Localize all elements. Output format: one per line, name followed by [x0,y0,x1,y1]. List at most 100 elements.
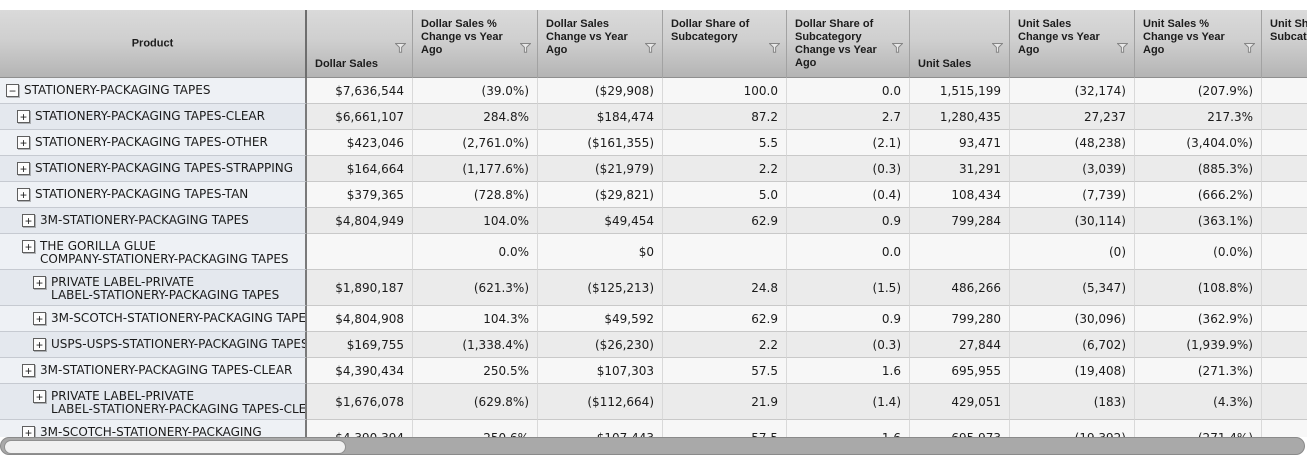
expand-toggle-icon[interactable]: + [33,312,46,325]
filter-icon[interactable] [768,40,781,53]
product-name: USPS-USPS-STATIONERY-PACKAGING TAPES [51,337,307,351]
table-row[interactable]: + STATIONERY-PACKAGING TAPES-TAN $379,365(… [0,182,1307,208]
scrollbar-thumb[interactable] [4,440,346,454]
product-cell: − STATIONERY-PACKAGING TAPES [0,78,307,104]
product-cell: + STATIONERY-PACKAGING TAPES-OTHER [0,130,307,156]
cell-unit-sales: 1,515,199 [910,78,1010,104]
table-row[interactable]: + USPS-USPS-STATIONERY-PACKAGING TAPES $16… [0,332,1307,358]
collapse-toggle-icon[interactable]: − [6,84,19,97]
expand-toggle-icon[interactable]: + [22,364,35,377]
column-header-label: Unit Sales Change vs Year Ago [1018,18,1100,56]
table-row[interactable]: +3M-STATIONERY-PACKAGING TAPES-CLEAR $4,3… [0,358,1307,384]
expand-toggle-icon[interactable]: + [22,240,35,253]
table-body: − STATIONERY-PACKAGING TAPES $7,636,544 (39… [0,78,1307,437]
column-header-unit-sales-change[interactable]: Unit Sales Change vs Year Ago [1010,10,1135,78]
table-viewport: Product Dollar Sales Dollar Sales % Change… [0,10,1307,437]
cell-dollar-sales: $4,390,394 [307,420,413,437]
cell-dollar-share-subcategory-change: 0.0 [787,234,910,270]
cell-dollar-sales: $1,890,187 [307,270,413,306]
cell-unit-sales: 93,471 [910,130,1010,156]
product-cell: + THE GORILLA GLUE COMPANY-STATIONERY-PACK… [0,234,307,270]
product-cell: + STATIONERY-PACKAGING TAPES-TAN [0,182,307,208]
cell-unit-sales-change: (5,347) [1010,270,1135,306]
cell-dollar-share-subcategory-change: 1.6 [787,358,910,384]
expand-toggle-icon[interactable]: + [22,214,35,227]
column-header-product[interactable]: Product [0,10,307,78]
cell-dollar-sales-pct-change: 104.0% [413,208,538,234]
cell-dollar-share-subcategory-change: 1.6 [787,420,910,437]
expand-toggle-icon[interactable]: + [17,110,30,123]
table-row[interactable]: + THE GORILLA GLUE COMPANY-STATIONERY-PACK… [0,234,1307,270]
table-row[interactable]: + STATIONERY-PACKAGING TAPES-CLEAR $6,661,… [0,104,1307,130]
cell-unit-sales-pct-change: (207.9%) [1135,78,1262,104]
cell-dollar-sales: $6,661,107 [307,104,413,130]
cell-dollar-share-subcategory: 5.0 [663,182,787,208]
product-name: PRIVATE LABEL-PRIVATE LABEL-STATIONERY-PA… [51,275,280,302]
cell-dollar-share-subcategory-change: 0.9 [787,208,910,234]
filter-icon[interactable] [1243,40,1256,53]
cell-dollar-sales-change: ($21,979) [538,156,663,182]
cell-dollar-sales [307,234,413,270]
column-header-dollar-share-subcategory[interactable]: Dollar Share of Subcategory [663,10,787,78]
filter-icon[interactable] [891,40,904,53]
cell-dollar-share-subcategory: 24.8 [663,270,787,306]
table-row[interactable]: +3M-STATIONERY-PACKAGING TAPES $4,804,949… [0,208,1307,234]
cell-dollar-share-subcategory: 62.9 [663,306,787,332]
expand-toggle-icon[interactable]: + [17,188,30,201]
product-name: 3M-STATIONERY-PACKAGING TAPES-CLEAR [40,363,293,377]
cell-dollar-share-subcategory-change: (0.3) [787,156,910,182]
column-header-dollar-sales-pct-change[interactable]: Dollar Sales % Change vs Year Ago [413,10,538,78]
column-header-dollar-sales-change[interactable]: Dollar Sales Change vs Year Ago [538,10,663,78]
cell-unit-share-subcategory [1262,156,1307,182]
expand-toggle-icon[interactable]: + [17,136,30,149]
expand-toggle-icon[interactable]: + [33,390,46,403]
column-header-label: Product [131,37,174,50]
cell-unit-sales-change: 27,237 [1010,104,1135,130]
table-row[interactable]: +3M-SCOTCH-STATIONERY-PACKAGING TAPES $4,… [0,306,1307,332]
cell-unit-sales-change: (19,408) [1010,358,1135,384]
column-header-unit-sales-pct-change[interactable]: Unit Sales % Change vs Year Ago [1135,10,1262,78]
filter-icon[interactable] [991,40,1004,53]
cell-dollar-sales-change: $107,443 [538,420,663,437]
column-header-dollar-share-subcategory-change[interactable]: Dollar Share of Subcategory Change vs Ye… [787,10,910,78]
cell-dollar-sales-change: $49,454 [538,208,663,234]
cell-dollar-sales: $4,390,434 [307,358,413,384]
product-cell: + USPS-USPS-STATIONERY-PACKAGING TAPES [0,332,307,358]
cell-dollar-share-subcategory-change: 0.0 [787,78,910,104]
cell-unit-sales: 31,291 [910,156,1010,182]
table-row[interactable]: +3M-SCOTCH-STATIONERY-PACKAGINGTAPES-CLE… [0,420,1307,437]
expand-toggle-icon[interactable]: + [22,426,35,437]
table-row[interactable]: + STATIONERY-PACKAGING TAPES-STRAPPING $16… [0,156,1307,182]
column-header-unit-share-subcategory[interactable]: Unit Share of Subcategory [1262,10,1307,78]
expand-toggle-icon[interactable]: + [17,162,30,175]
column-header-label: Unit Sales % Change vs Year Ago [1143,18,1225,56]
cell-dollar-sales: $379,365 [307,182,413,208]
cell-unit-sales-pct-change: (1,939.9%) [1135,332,1262,358]
column-header-label: Dollar Sales % Change vs Year Ago [421,18,503,56]
cell-dollar-sales-pct-change: 104.3% [413,306,538,332]
column-header-dollar-sales[interactable]: Dollar Sales [307,10,413,78]
table-row[interactable]: − STATIONERY-PACKAGING TAPES $7,636,544 (39… [0,78,1307,104]
filter-icon[interactable] [394,40,407,53]
expand-toggle-icon[interactable]: + [33,338,46,351]
cell-unit-sales-pct-change: (885.3%) [1135,156,1262,182]
expand-toggle-icon[interactable]: + [33,276,46,289]
cell-unit-share-subcategory [1262,234,1307,270]
product-name: STATIONERY-PACKAGING TAPES-OTHER [35,135,268,149]
table-row[interactable]: + STATIONERY-PACKAGING TAPES-OTHER $423,04… [0,130,1307,156]
horizontal-scrollbar[interactable] [0,437,1305,455]
filter-icon[interactable] [1116,40,1129,53]
table-row[interactable]: + PRIVATE LABEL-PRIVATE LABEL-STATIONERY-P… [0,384,1307,420]
cell-dollar-share-subcategory: 21.9 [663,384,787,420]
table-row[interactable]: + PRIVATE LABEL-PRIVATE LABEL-STATIONERY-P… [0,270,1307,306]
column-header-unit-sales[interactable]: Unit Sales [910,10,1010,78]
column-header-label: Unit Share of Subcategory [1270,18,1307,43]
cell-unit-sales-pct-change: (0.0%) [1135,234,1262,270]
product-name: STATIONERY-PACKAGING TAPES-STRAPPING [35,161,294,175]
column-header-label: Dollar Share of Subcategory [671,18,750,43]
filter-icon[interactable] [519,40,532,53]
product-cell: + PRIVATE LABEL-PRIVATE LABEL-STATIONERY-P… [0,270,307,306]
filter-icon[interactable] [644,40,657,53]
cell-dollar-share-subcategory: 100.0 [663,78,787,104]
product-cell: +3M-STATIONERY-PACKAGING TAPES-CLEAR [0,358,307,384]
